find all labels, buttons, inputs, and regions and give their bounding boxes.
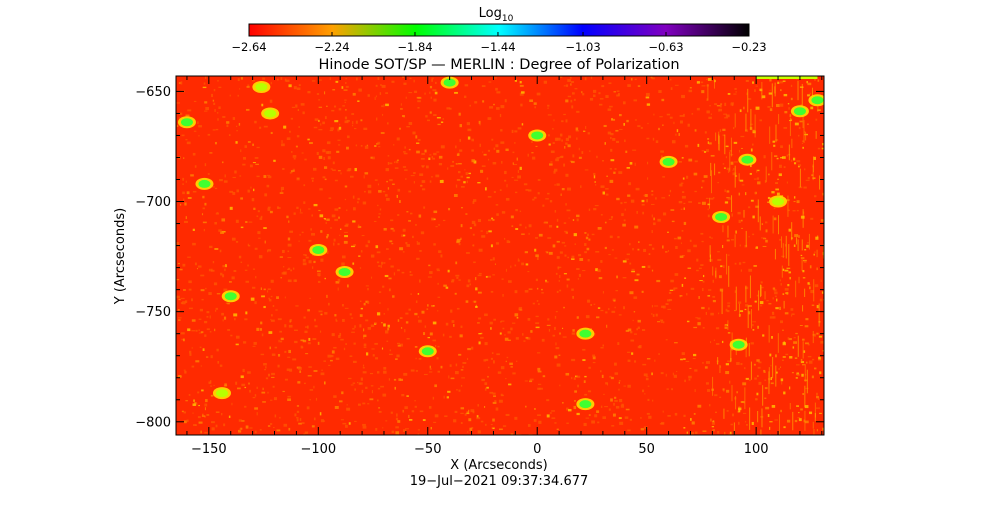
bright-patch xyxy=(212,387,231,400)
colorbar-tick-label: −2.24 xyxy=(314,40,349,54)
observation-timestamp: 19−Jul−2021 09:37:34.677 xyxy=(410,474,589,489)
x-tick-label: −150 xyxy=(191,442,227,457)
x-axis-label: X (Arcseconds) xyxy=(450,458,547,473)
bright-patch xyxy=(261,107,280,120)
bright-patch xyxy=(221,290,240,303)
colorbar-tick-label: −1.44 xyxy=(480,40,515,54)
y-tick-label: −750 xyxy=(135,305,171,320)
bright-patch xyxy=(528,129,547,142)
bright-patch xyxy=(335,266,354,279)
colorbar-label: Log10 xyxy=(479,6,514,24)
y-axis-label: Y (Arcseconds) xyxy=(113,208,128,305)
colorbar-tick-label: −1.84 xyxy=(397,40,432,54)
colorbar-tick-label: −1.03 xyxy=(565,40,600,54)
x-tick-label: 100 xyxy=(744,442,769,457)
polarization-map xyxy=(176,76,824,435)
x-tick-label: 50 xyxy=(638,442,655,457)
colorbar: Log10 −2.64 −2.24 −1.84 −1.44 −1.03 −0.63 −0.2… xyxy=(231,6,766,54)
bright-patch xyxy=(440,76,459,89)
y-tick-label: −650 xyxy=(135,85,171,100)
x-tick-label: −50 xyxy=(414,442,441,457)
x-axis: −150 −100 −50 0 50 100 xyxy=(186,76,823,457)
y-axis: −650 −700 −750 −800 xyxy=(135,85,824,430)
chart-title: Hinode SOT/SP — MERLIN : Degree of Polar… xyxy=(318,57,679,73)
plot-area: −150 −100 −50 0 50 100 −650 −700 −750 −800 xyxy=(135,75,825,457)
bright-patch xyxy=(309,243,328,256)
bright-patch xyxy=(769,195,788,208)
colorbar-label-main: Log xyxy=(479,6,502,21)
colorbar-gradient xyxy=(248,23,750,37)
bright-patch xyxy=(576,398,595,411)
colorbar-tick-label: −0.23 xyxy=(731,40,766,54)
bright-patch xyxy=(712,210,731,223)
bright-patch xyxy=(252,81,271,94)
x-tick-label: −100 xyxy=(300,442,336,457)
bright-patch xyxy=(729,338,748,351)
y-tick-label: −800 xyxy=(135,415,171,430)
top-edge-strip xyxy=(756,76,818,79)
map-texture xyxy=(176,76,824,435)
colorbar-label-sub: 10 xyxy=(502,14,514,24)
colorbar-tick-label: −0.63 xyxy=(648,40,683,54)
plot-frame xyxy=(175,75,825,436)
bright-patch xyxy=(576,327,595,340)
bright-patch xyxy=(738,153,757,166)
y-tick-label: −700 xyxy=(135,195,171,210)
bright-patch xyxy=(808,94,824,107)
x-tick-label: 0 xyxy=(533,442,541,457)
colorbar-tick-label: −2.64 xyxy=(231,40,266,54)
bright-patch xyxy=(418,345,437,358)
bright-patch xyxy=(195,177,214,190)
bright-patch xyxy=(790,105,809,118)
colorbar-ticks: −2.64 −2.24 −1.84 −1.44 −1.03 −0.63 −0.23 xyxy=(231,32,767,54)
bright-patch xyxy=(177,116,196,129)
bright-patch xyxy=(659,155,678,168)
